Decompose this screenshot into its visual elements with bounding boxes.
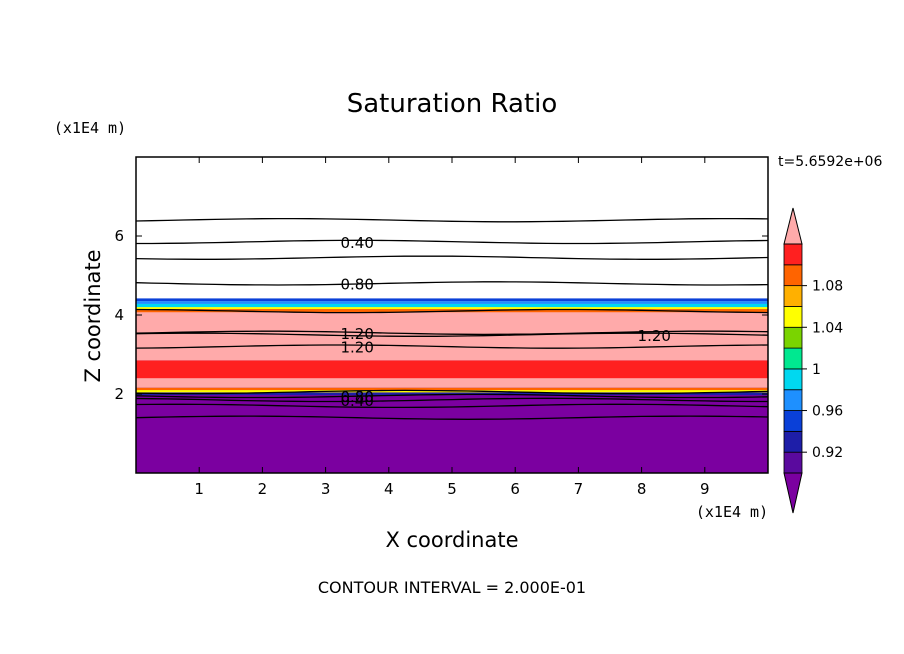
x-tick-label: 4 (384, 480, 394, 498)
colorbar-tick-label: 0.92 (812, 445, 843, 461)
time-label: t=5.6592e+06 (778, 154, 882, 170)
x-tick-label: 7 (574, 480, 584, 498)
contour-band (136, 387, 768, 391)
contour-line (135, 344, 769, 349)
chart-title: Saturation Ratio (347, 89, 558, 119)
contour-line (135, 255, 769, 260)
contour-line (135, 389, 769, 395)
contour-label: 0.80 (340, 275, 373, 293)
colorbar-swatch (783, 243, 803, 266)
colorbar-under-arrow (783, 472, 803, 514)
x-tick-label: 3 (321, 480, 331, 498)
x-tick-label: 8 (637, 480, 647, 498)
y-units-label: (x1E4 m) (54, 119, 126, 137)
x-axis-label: X coordinate (385, 528, 518, 552)
y-axis-label: Z coordinate (81, 249, 105, 382)
contour-band (136, 301, 768, 304)
x-tick-label: 1 (194, 480, 204, 498)
colorbar-swatch (783, 389, 803, 411)
colorbar-over-arrow (783, 207, 803, 245)
contour-line (135, 332, 769, 337)
contour-label: 0.40 (340, 234, 373, 252)
x-units-label: (x1E4 m) (696, 503, 768, 521)
contour-line (135, 415, 769, 420)
contour-label: 1.20 (340, 339, 373, 357)
contour-line (135, 397, 768, 403)
contour-band (136, 392, 768, 396)
colorbar-swatch (783, 306, 803, 328)
colorbar-swatch (783, 368, 803, 391)
x-tick-label: 6 (510, 480, 520, 498)
colorbar-swatch (783, 347, 803, 370)
contour-label: 0.80 (340, 388, 373, 406)
colorbar-swatch (783, 410, 803, 432)
colorbar-swatch (783, 430, 803, 453)
contour-label: 1.20 (340, 325, 373, 343)
x-tick-label: 2 (258, 480, 268, 498)
contour-band (136, 298, 768, 302)
contour-label: 1.20 (638, 327, 671, 345)
colorbar-tick-label: 1 (812, 362, 821, 378)
contour-line (135, 281, 769, 286)
contour-line (135, 308, 769, 314)
colorbar-swatch (783, 451, 803, 474)
colorbar-tick-label: 0.96 (812, 404, 843, 420)
contour-line (135, 393, 769, 399)
x-tick-label: 5 (447, 480, 457, 498)
x-tick-label: 9 (700, 480, 710, 498)
y-tick-label: 6 (114, 227, 124, 245)
contour-band (136, 307, 768, 310)
colorbar-swatch (783, 285, 803, 307)
colorbar-tick-label: 1.04 (812, 320, 843, 336)
colorbar: 0.92 0.96 1 1.04 1.08 (783, 207, 843, 514)
contour-band (136, 360, 768, 379)
contour-band (136, 303, 768, 308)
contour-line (136, 239, 769, 245)
colorbar-tick-label: 1.08 (812, 279, 843, 295)
colorbar-swatch (783, 264, 803, 287)
contour-line (135, 330, 769, 336)
colorbar-swatch (783, 326, 803, 349)
contour-interval-footer: CONTOUR INTERVAL = 2.000E-01 (318, 578, 586, 597)
y-tick-label: 2 (114, 385, 124, 403)
contour-line (135, 217, 769, 223)
contour-line (135, 403, 769, 409)
y-tick-label: 4 (114, 306, 124, 324)
